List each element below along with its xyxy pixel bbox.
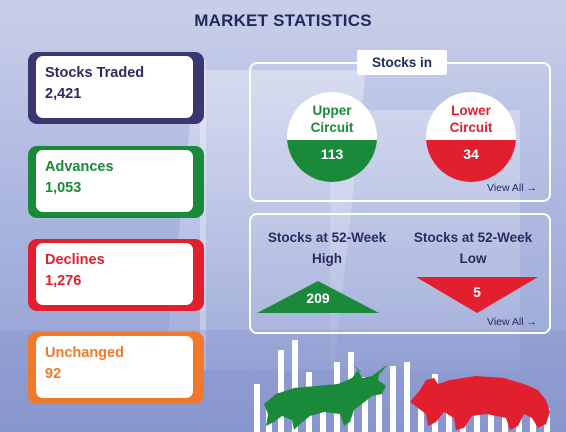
declines-card[interactable]: Declines 1,276 [28, 239, 204, 311]
week52-high-label-1: Stocks at 52-Week [267, 230, 387, 245]
stocks-traded-card[interactable]: Stocks Traded 2,421 [28, 52, 204, 124]
unchanged-card[interactable]: Unchanged 92 [28, 332, 204, 404]
declines-value: 1,276 [45, 273, 82, 289]
circuit-view-all-link[interactable]: View All → [487, 182, 537, 194]
week52-low-title: Stocks at 52-Week Low [403, 227, 543, 269]
week52-low-badge[interactable]: 5 [416, 277, 538, 313]
stocks-in-circuit-panel: Stocks in Upper Circuit 113 Lower Circui… [249, 50, 551, 202]
bull-icon [264, 364, 388, 430]
declines-label: Declines [45, 252, 105, 268]
lower-circuit-value: 34 [426, 140, 516, 182]
bear-icon [410, 376, 550, 430]
lower-circuit-label-2: Circuit [449, 120, 493, 135]
upper-circuit-label-1: Upper [312, 103, 352, 118]
lower-circuit-label-1: Lower [451, 103, 491, 118]
unchanged-label: Unchanged [45, 345, 124, 361]
page-title: MARKET STATISTICS [194, 11, 372, 30]
week52-high-label-2: High [312, 251, 342, 266]
advances-label: Advances [45, 159, 114, 175]
triangle-down-icon [416, 277, 538, 313]
stocks-traded-value: 2,421 [45, 86, 82, 102]
week52-view-all-link[interactable]: View All → [487, 316, 537, 328]
unchanged-value: 92 [45, 366, 62, 382]
upper-circuit-badge[interactable]: Upper Circuit 113 [287, 92, 377, 182]
week52-high-title: Stocks at 52-Week High [257, 227, 397, 269]
upper-circuit-value: 113 [287, 140, 377, 182]
week52-low-label-1: Stocks at 52-Week [413, 230, 533, 245]
stocks-in-tag: Stocks in [357, 50, 447, 75]
week52-high-badge[interactable]: 209 [257, 281, 379, 313]
stocks-traded-label: Stocks Traded [45, 65, 145, 81]
week52-high-value: 209 [306, 290, 330, 306]
triangle-up-icon [257, 281, 379, 313]
advances-value: 1,053 [45, 180, 82, 196]
advances-card[interactable]: Advances 1,053 [28, 146, 204, 218]
upper-circuit-label-2: Circuit [310, 120, 354, 135]
week52-low-label-2: Low [459, 251, 487, 266]
week52-panel: Stocks at 52-Week High Stocks at 52-Week… [249, 213, 551, 334]
lower-circuit-badge[interactable]: Lower Circuit 34 [426, 92, 516, 182]
week52-low-value: 5 [473, 284, 481, 300]
